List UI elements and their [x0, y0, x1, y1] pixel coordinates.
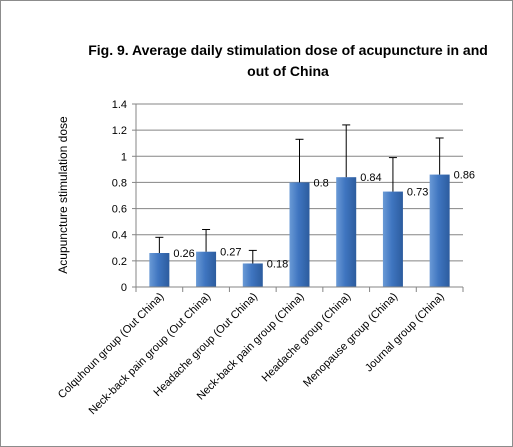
y-tick-label: 0.4 — [112, 230, 127, 242]
bar — [336, 177, 357, 287]
y-tick-label: 0.2 — [112, 256, 127, 268]
data-label: 0.8 — [314, 177, 329, 189]
y-tick-label: 0.6 — [112, 204, 127, 216]
y-tick-label: 1.2 — [112, 125, 127, 137]
data-label: 0.18 — [267, 258, 288, 270]
bars — [149, 174, 450, 287]
data-label: 0.26 — [173, 248, 194, 260]
bar — [382, 191, 403, 287]
x-category-label: Journal group (China) — [363, 291, 447, 375]
y-tick-label: 0 — [121, 282, 127, 294]
chart-title: Fig. 9. Average daily stimulation dose o… — [88, 42, 488, 79]
y-axis-label: Acupuncture stimulation dose — [56, 116, 70, 274]
x-category-label: Menopause group (China) — [301, 291, 400, 390]
axes — [132, 103, 464, 292]
x-category-label: Headache group (China) — [260, 291, 354, 385]
data-label: 0.73 — [407, 187, 428, 199]
bar — [429, 174, 450, 287]
data-label: 0.86 — [454, 170, 475, 182]
bar — [196, 251, 217, 287]
y-tick-label: 0.8 — [112, 177, 127, 189]
data-label: 0.27 — [220, 247, 241, 259]
y-tick-label: 1 — [121, 151, 127, 163]
bar — [149, 253, 170, 287]
data-label: 0.84 — [360, 172, 381, 184]
y-tick-label: 1.4 — [112, 99, 127, 111]
error-bars — [155, 124, 444, 264]
bar — [242, 263, 263, 287]
bar — [289, 182, 310, 287]
